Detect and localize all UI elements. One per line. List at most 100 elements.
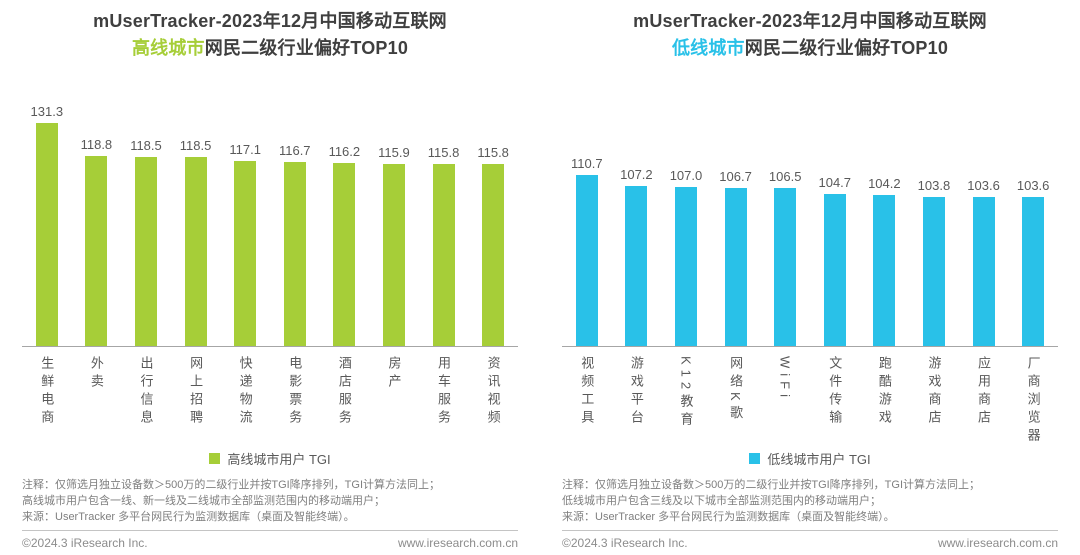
bar-column: 104.7 bbox=[810, 175, 860, 346]
bar bbox=[922, 197, 945, 346]
bar-category-label: 文件传输 bbox=[827, 356, 843, 428]
bar-category-label: 电影票务 bbox=[287, 356, 303, 428]
bar bbox=[283, 162, 306, 346]
note-line: 注释：仅筛选月独立设备数＞500万的二级行业并按TGI降序排列，TGI计算方法同… bbox=[562, 479, 981, 491]
panel-high-tier-cities: mUserTracker-2023年12月中国移动互联网 高线城市网民二级行业偏… bbox=[22, 11, 518, 550]
bar-column: 106.7 bbox=[711, 169, 761, 346]
bar-value-label: 110.7 bbox=[571, 156, 603, 171]
bar-value-label: 103.6 bbox=[1016, 178, 1050, 193]
bar bbox=[972, 197, 995, 346]
note-line: 注释：仅筛选月独立设备数＞500万的二级行业并按TGI降序排列，TGI计算方法同… bbox=[22, 479, 441, 491]
bar bbox=[184, 157, 207, 346]
footnotes-high-tier: 注释：仅筛选月独立设备数＞500万的二级行业并按TGI降序排列，TGI计算方法同… bbox=[22, 477, 518, 525]
bar-value-label: 104.2 bbox=[868, 176, 901, 191]
bar-value-label: 116.7 bbox=[278, 143, 311, 158]
bars-row: 131.3 118.8 118.5 118.5 117.1 116.7 116.2 115.9… bbox=[22, 62, 518, 347]
bar-column: 115.8 bbox=[419, 145, 469, 346]
bar-column: 104.2 bbox=[860, 176, 910, 346]
bar-category-label: 用车服务 bbox=[436, 356, 452, 428]
category-cell: 厂商浏览器 bbox=[1008, 347, 1058, 446]
category-cell: 出行信息 bbox=[121, 347, 171, 445]
category-cell: 跑酷游戏 bbox=[860, 347, 910, 445]
bar bbox=[333, 163, 356, 346]
bar-column: 107.0 bbox=[661, 168, 711, 346]
bar-column: 103.8 bbox=[909, 178, 959, 346]
bar-value-label: 118.5 bbox=[130, 138, 162, 153]
bar-value-label: 117.1 bbox=[229, 142, 261, 157]
bar-column: 106.5 bbox=[760, 169, 810, 346]
title-rest: 网民二级行业偏好TOP10 bbox=[204, 38, 409, 58]
category-cell: 外卖 bbox=[72, 347, 122, 445]
bar-category-label: 房产 bbox=[386, 356, 402, 392]
legend-label: 高线城市用户 TGI bbox=[227, 451, 331, 467]
bar-category-label: 网上招聘 bbox=[188, 356, 204, 428]
bar-chart-high-tier: 131.3 118.8 118.5 118.5 117.1 116.7 116.2 115.9… bbox=[22, 62, 518, 445]
bar bbox=[724, 188, 747, 346]
category-cell: 网络K歌 bbox=[711, 347, 761, 445]
bar-column: 103.6 bbox=[959, 178, 1009, 346]
legend-high-tier: 高线城市用户 TGI bbox=[22, 450, 518, 467]
bar bbox=[134, 157, 157, 346]
bar-column: 115.9 bbox=[369, 145, 419, 346]
chart-title-low-tier: mUserTracker-2023年12月中国移动互联网 低线城市网民二级行业偏… bbox=[562, 8, 1058, 62]
legend-low-tier: 低线城市用户 TGI bbox=[562, 450, 1058, 467]
bar-column: 116.7 bbox=[270, 143, 320, 346]
bar-category-label: 外卖 bbox=[88, 356, 104, 392]
title-line-2: 低线城市网民二级行业偏好TOP10 bbox=[562, 35, 1058, 62]
note-line: 来源：UserTracker 多平台网民行为监测数据库（桌面及智能终端）。 bbox=[22, 511, 355, 523]
bar-category-label: 快递物流 bbox=[237, 356, 253, 428]
bar bbox=[575, 175, 598, 346]
bar bbox=[774, 188, 797, 346]
bar bbox=[674, 187, 697, 346]
bar-value-label: 116.2 bbox=[328, 144, 361, 159]
bar-category-label: K12教育 bbox=[678, 356, 694, 431]
footnotes-low-tier: 注释：仅筛选月独立设备数＞500万的二级行业并按TGI降序排列，TGI计算方法同… bbox=[562, 477, 1058, 525]
bar-value-label: 106.7 bbox=[719, 169, 752, 184]
bar-column: 115.8 bbox=[468, 145, 518, 346]
bar-column: 117.1 bbox=[220, 142, 270, 346]
title-line-1: mUserTracker-2023年12月中国移动互联网 bbox=[93, 11, 447, 31]
title-highlight: 高线城市 bbox=[131, 38, 205, 58]
bar-value-label: 115.9 bbox=[378, 145, 410, 160]
bar-category-label: 网络K歌 bbox=[728, 356, 744, 424]
category-cell: 生鲜电商 bbox=[22, 347, 72, 445]
website-url: www.iresearch.com.cn bbox=[937, 536, 1058, 550]
bar bbox=[234, 161, 257, 346]
bar-value-label: 115.8 bbox=[477, 145, 509, 160]
legend-label: 低线城市用户 TGI bbox=[767, 451, 871, 467]
bar-value-label: 118.5 bbox=[179, 138, 212, 153]
category-cell: 电影票务 bbox=[270, 347, 320, 445]
category-cell: 资讯视频 bbox=[468, 347, 518, 445]
bar bbox=[85, 156, 108, 346]
bar bbox=[35, 123, 58, 346]
bar-value-label: 131.3 bbox=[30, 104, 64, 119]
category-cell: 游戏平台 bbox=[612, 347, 662, 445]
bar-category-label: 出行信息 bbox=[138, 356, 154, 428]
bar-column: 103.6 bbox=[1008, 178, 1058, 346]
page-footer-right: ©2024.3 iResearch Inc. www.iresearch.com… bbox=[562, 530, 1058, 550]
category-cell: 视频工具 bbox=[562, 347, 612, 445]
title-rest: 网民二级行业偏好TOP10 bbox=[744, 38, 949, 58]
bar-value-label: 107.0 bbox=[669, 168, 703, 183]
category-cell: 网上招聘 bbox=[171, 347, 221, 445]
bar-category-label: 生鲜电商 bbox=[39, 356, 55, 428]
bar bbox=[1022, 197, 1045, 346]
website-url: www.iresearch.com.cn bbox=[397, 536, 518, 550]
category-cell: 用车服务 bbox=[419, 347, 469, 445]
panel-low-tier-cities: mUserTracker-2023年12月中国移动互联网 低线城市网民二级行业偏… bbox=[540, 0, 1080, 555]
bar-category-label: 酒店服务 bbox=[336, 356, 352, 428]
bar-category-label: WiFi bbox=[777, 356, 793, 402]
category-cell: 酒店服务 bbox=[320, 347, 370, 445]
bar-chart-low-tier: 110.7 107.2 107.0 106.7 106.5 104.7 104.2 103.8… bbox=[562, 62, 1058, 446]
bar-column: 116.2 bbox=[320, 144, 370, 346]
bar-column: 110.7 bbox=[562, 156, 612, 346]
bar bbox=[625, 186, 648, 346]
bar-value-label: 107.2 bbox=[620, 167, 653, 182]
category-cell: 游戏商店 bbox=[909, 347, 959, 445]
note-line: 高线城市用户包含一线、新一线及二线城市全部监测范围内的移动端用户； bbox=[22, 495, 385, 507]
category-cell: 房产 bbox=[369, 347, 419, 445]
bar-category-label: 跑酷游戏 bbox=[876, 356, 892, 428]
category-cell: WiFi bbox=[760, 347, 810, 445]
bar-value-label: 103.6 bbox=[967, 178, 1000, 193]
